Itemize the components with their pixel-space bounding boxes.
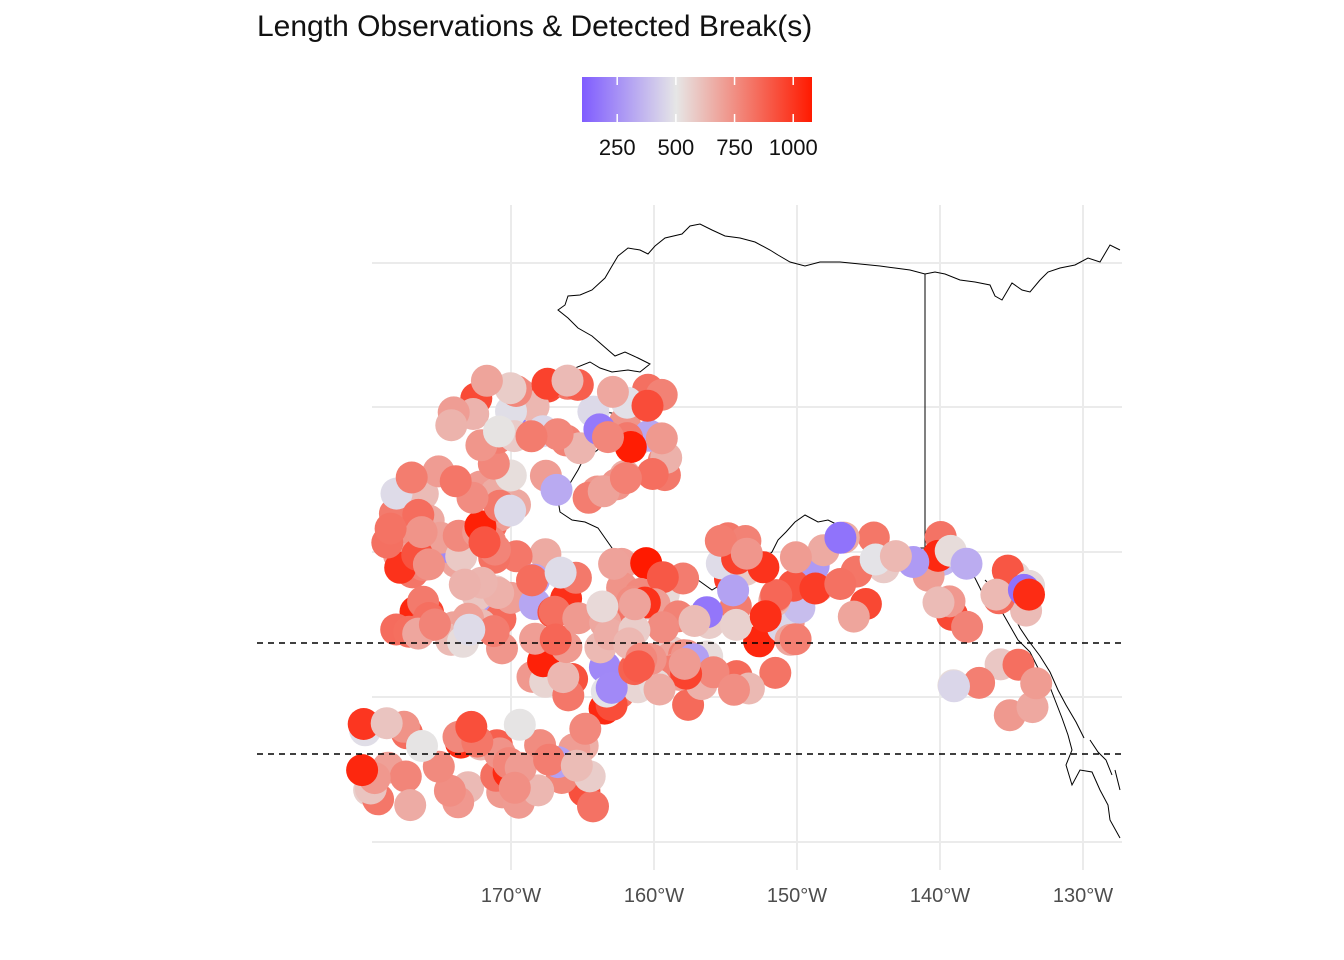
observation-point (1020, 667, 1053, 700)
observation-point (837, 600, 870, 633)
observation-point (824, 568, 857, 600)
observation-point (544, 556, 577, 589)
observation-point (779, 623, 812, 656)
observation-point (980, 578, 1013, 611)
legend-tick-label: 750 (716, 135, 753, 160)
observation-point (560, 749, 593, 782)
observation-point (577, 790, 609, 823)
observation-point (749, 600, 782, 633)
observation-points (346, 364, 1053, 823)
x-tick-label: 160°W (623, 885, 685, 907)
observation-point (631, 389, 664, 422)
observation-point (346, 754, 379, 787)
observation-point (720, 608, 753, 641)
observation-point (374, 512, 407, 545)
observation-point (668, 647, 701, 680)
observation-point (759, 656, 792, 689)
observation-point (879, 540, 912, 573)
observation-point (824, 521, 857, 554)
observation-point (539, 623, 572, 656)
observation-point (477, 615, 510, 648)
observation-point (779, 541, 812, 574)
observation-point (394, 789, 427, 822)
observation-point (622, 650, 655, 683)
observation-point (562, 602, 595, 635)
legend-tick-label: 250 (598, 135, 636, 160)
observation-point (522, 774, 555, 807)
x-tick-label: 170°W (480, 885, 542, 907)
observation-point (448, 568, 481, 601)
observation-point (418, 608, 451, 641)
observation-point (718, 673, 750, 706)
observation-point (547, 661, 580, 694)
observation-point (395, 461, 428, 494)
observation-point (439, 465, 472, 498)
observation-point (389, 760, 422, 793)
observation-point (595, 671, 628, 704)
observation-point (470, 364, 503, 397)
x-tick-label: 150°W (766, 885, 828, 907)
legend-tick-label: 500 (657, 135, 695, 160)
observation-point (503, 708, 536, 741)
break-lines (257, 642, 1122, 755)
observation-point (433, 774, 466, 807)
observation-point (468, 526, 501, 559)
observation-point (678, 605, 711, 637)
observation-point (922, 586, 955, 619)
observation-point (1016, 691, 1049, 724)
observation-point (494, 494, 527, 527)
observation-point (453, 613, 486, 646)
observation-point (618, 588, 651, 621)
observation-point (412, 548, 445, 581)
observation-point (799, 572, 832, 605)
x-tick-label: 130°W (1052, 885, 1114, 907)
observation-point (533, 743, 566, 776)
legend-tick-label: 1000 (768, 135, 818, 160)
observation-point (515, 420, 548, 453)
observation-point (717, 574, 750, 607)
observation-point (609, 462, 642, 495)
observation-point (963, 666, 996, 699)
observation-point (950, 547, 983, 580)
observation-point (551, 364, 584, 397)
observation-point (435, 409, 468, 442)
observation-point (516, 564, 548, 597)
observation-point (646, 561, 679, 594)
observation-point (592, 421, 624, 454)
observation-point (951, 610, 984, 643)
observation-point (1013, 578, 1045, 611)
observation-point (743, 625, 776, 658)
observation-point (596, 375, 629, 408)
observation-point (541, 418, 574, 451)
observation-point (405, 516, 438, 549)
observation-point (455, 710, 488, 743)
color-legend-bar (582, 77, 812, 122)
observation-point (569, 712, 602, 745)
observation-point (347, 708, 380, 740)
observation-point (730, 537, 763, 570)
observation-point (483, 415, 515, 448)
observation-point (540, 473, 573, 506)
observation-point (704, 524, 737, 557)
x-tick-label: 140°W (909, 885, 971, 907)
observation-point (406, 730, 438, 762)
observation-point (643, 673, 676, 706)
observation-point (586, 590, 619, 623)
observation-point (598, 547, 631, 580)
observation-point (370, 707, 403, 740)
observation-point (647, 611, 680, 644)
observation-point (645, 422, 678, 455)
observation-point (636, 458, 669, 490)
observation-point (498, 771, 531, 804)
plot-title: Length Observations & Detected Break(s) (257, 10, 813, 43)
observation-point (938, 670, 970, 703)
